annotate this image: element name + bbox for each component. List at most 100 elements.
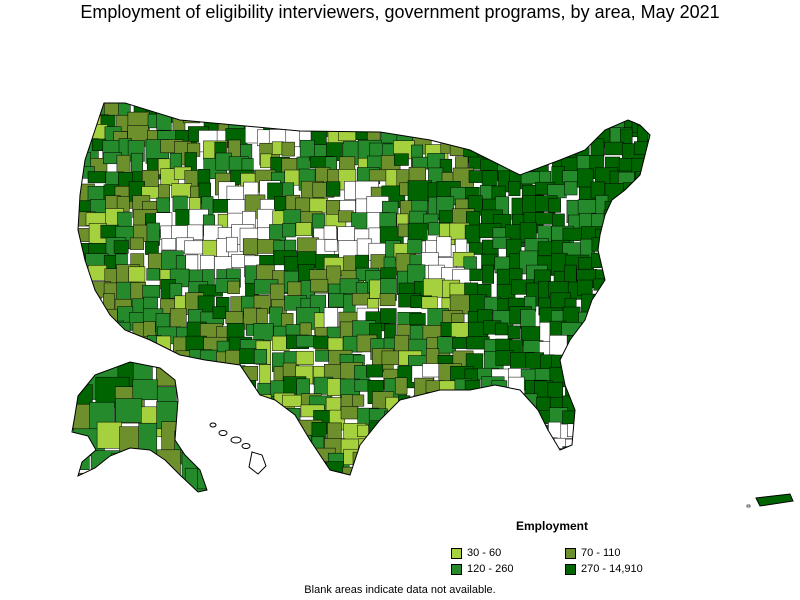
area-region [87, 171, 106, 184]
area-region [590, 312, 614, 332]
area-region [619, 390, 642, 409]
area-region [646, 268, 650, 287]
area-region [273, 423, 298, 437]
area-region [200, 255, 215, 272]
area-region [646, 242, 650, 267]
area-region [383, 256, 396, 269]
area-region [622, 419, 638, 444]
area-region [312, 103, 325, 122]
area-region [324, 239, 338, 252]
area-region [521, 466, 542, 475]
area-region [469, 421, 482, 444]
alaska-area-region [72, 472, 100, 492]
area-region [113, 240, 129, 254]
area-region [408, 481, 421, 499]
area-region [286, 422, 302, 444]
area-region [239, 406, 261, 425]
area-region [607, 423, 626, 439]
area-region [253, 349, 267, 365]
legend-swatch [565, 563, 576, 575]
legend-swatch [451, 563, 462, 575]
area-region [491, 380, 508, 399]
area-region [394, 153, 409, 166]
area-region [577, 124, 594, 142]
area-region [143, 321, 156, 337]
area-region [428, 124, 442, 141]
map-title: Employment of eligibility interviewers, … [80, 2, 720, 22]
area-region [113, 336, 131, 356]
area-region [86, 336, 111, 355]
area-region [259, 408, 274, 426]
area-region [577, 424, 597, 441]
area-region [637, 103, 650, 123]
area-region [466, 406, 487, 425]
area-region [510, 432, 524, 450]
area-region [216, 393, 235, 407]
area-region [438, 418, 453, 434]
area-region [580, 465, 596, 475]
area-region [522, 409, 534, 431]
area-region [340, 406, 359, 420]
area-region [231, 395, 254, 410]
area-region [414, 451, 435, 471]
area-region [78, 479, 98, 502]
alaska-area-region [197, 494, 234, 516]
area-region [606, 257, 623, 270]
area-region [413, 395, 436, 411]
area-region [229, 379, 247, 402]
area-region [590, 460, 611, 474]
area-region [212, 465, 226, 475]
area-region [380, 474, 395, 475]
area-region [609, 306, 622, 329]
area-region [581, 323, 602, 337]
area-region [483, 103, 507, 125]
area-region [428, 476, 441, 496]
area-region [567, 350, 591, 366]
area-region [130, 152, 143, 175]
area-region [381, 437, 402, 451]
area-region [381, 418, 396, 437]
area-region [409, 313, 426, 326]
area-region [509, 452, 525, 472]
area-region [188, 103, 201, 118]
area-region [593, 278, 613, 291]
area-region [203, 363, 222, 377]
area-region [78, 111, 85, 125]
hawaii-islands [209, 422, 267, 475]
area-region [468, 435, 492, 456]
area-region [591, 377, 612, 391]
area-region [591, 237, 614, 252]
area-region [604, 141, 624, 156]
area-region [647, 377, 650, 401]
area-region [494, 481, 514, 505]
area-region [142, 284, 161, 298]
area-region [283, 478, 302, 494]
area-region [511, 420, 524, 440]
area-region [506, 145, 530, 164]
area-region [637, 198, 650, 217]
area-region [548, 421, 562, 439]
legend-item-120-260: 120 - 260 [451, 563, 513, 575]
area-region [580, 393, 602, 418]
area-region [187, 410, 204, 427]
area-region [310, 278, 329, 293]
area-region [652, 391, 673, 404]
area-region [326, 181, 341, 197]
area-region [565, 103, 589, 120]
area-region [187, 224, 204, 241]
area-region [327, 103, 346, 117]
area-region [581, 404, 600, 421]
area-region [128, 340, 148, 363]
area-region [636, 267, 650, 285]
puerto-rico [746, 493, 794, 508]
area-region [329, 112, 350, 130]
area-region [215, 449, 231, 470]
contiguous-us-outline [77, 102, 651, 476]
area-region [647, 125, 650, 141]
area-region [78, 322, 97, 343]
area-region [281, 141, 295, 157]
area-region [523, 433, 547, 458]
alaska-area-region [177, 402, 207, 426]
area-region [622, 438, 640, 455]
area-region [618, 352, 638, 369]
